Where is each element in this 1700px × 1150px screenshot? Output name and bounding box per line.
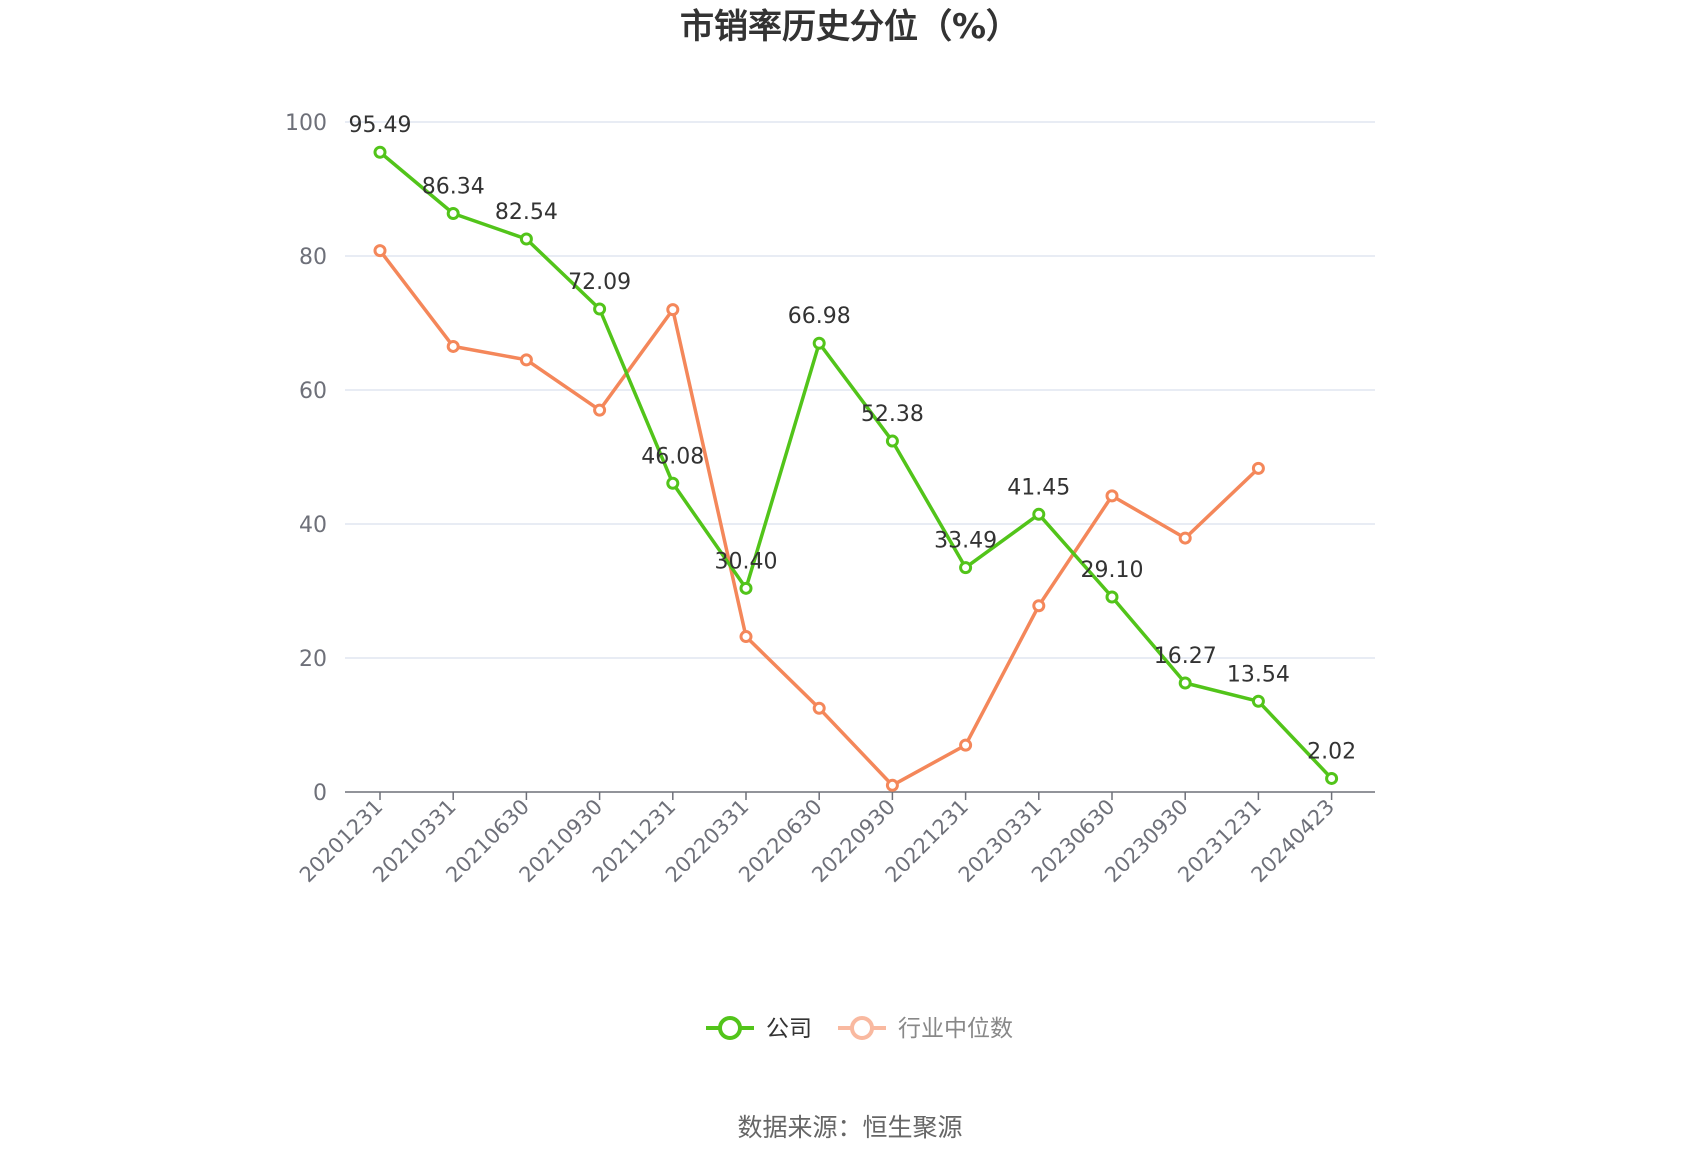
data-label-20210331: 86.34 [422,175,485,200]
data-label-20221231: 33.49 [934,529,997,554]
y-tick-label-100: 100 [285,111,327,136]
data-source: 数据来源：恒生聚源 [737,1113,962,1142]
data-label-20230630: 29.10 [1081,558,1144,583]
legend-item-company[interactable]: 公司 [706,1016,812,1042]
data-label-20220630: 66.98 [788,304,851,329]
series-1-point-20231231 [1251,461,1265,475]
series-0-point-20221231 [959,561,973,575]
series-1-point-20230331 [1032,599,1046,613]
legend-industry-marker [850,1016,874,1040]
series-0-point-20230930 [1178,676,1192,690]
series-0-point-20220331 [739,581,753,595]
data-label-20220930: 52.38 [861,402,924,427]
series-0-point-20210630 [519,232,533,246]
axis-layer: 0204060801002020123120210331202106302021… [285,111,1375,887]
legend-item-industry-median[interactable]: 行业中位数 [838,1016,1013,1042]
series-1-point-20230930 [1178,531,1192,545]
legend-company-label: 公司 [766,1016,812,1042]
data-label-20220331: 30.40 [715,549,778,574]
series-0-point-20230331 [1032,507,1046,521]
legend-industry-label: 行业中位数 [898,1016,1013,1042]
data-label-20230930: 16.27 [1154,644,1217,669]
series-0-point-20240423 [1325,771,1339,785]
data-label-20231231: 13.54 [1227,662,1290,687]
data-label-20240423: 2.02 [1307,739,1356,764]
series-line-0 [378,150,1334,781]
series-1-point-20201231 [373,244,387,258]
y-tick-label-60: 60 [299,379,327,404]
series-1-point-20220331 [739,630,753,644]
series-0-point-20220630 [812,336,826,350]
y-tick-label-80: 80 [299,245,327,270]
legend-company-marker [718,1016,742,1040]
data-label-20201231: 95.49 [349,113,412,138]
series-0-point-20220930 [885,434,899,448]
y-tick-label-40: 40 [299,513,327,538]
series-1-point-20210930 [593,403,607,417]
series-0-point-20201231 [373,145,387,159]
chart-title: 市销率历史分位（%） [680,7,1020,47]
series-0-point-20210331 [446,207,460,221]
legend: 公司 行业中位数 [706,1016,1013,1042]
series-1-point-20210630 [519,353,533,367]
data-label-20210930: 72.09 [568,270,631,295]
series-1-point-20220930 [885,778,899,792]
data-label-20211231: 46.08 [641,444,704,469]
series-0-point-20211231 [666,476,680,490]
series-0-point-20210930 [593,302,607,316]
series-layer [373,145,1339,792]
y-tick-label-20: 20 [299,647,327,672]
series-1-point-20210331 [446,339,460,353]
series-1-point-20211231 [666,303,680,317]
series-1-point-20230630 [1105,489,1119,503]
series-0-point-20230630 [1105,590,1119,604]
data-label-20230331: 41.45 [1007,475,1070,500]
series-1-point-20220630 [812,701,826,715]
grid-layer [345,121,1375,659]
data-label-layer: 95.49 86.34 82.54 72.09 46.08 30.40 66.98 52.38… [349,113,1357,764]
data-label-20210630: 82.54 [495,200,558,225]
series-0-point-20231231 [1251,694,1265,708]
series-1-point-20221231 [959,738,973,752]
y-tick-label-0: 0 [313,781,327,806]
